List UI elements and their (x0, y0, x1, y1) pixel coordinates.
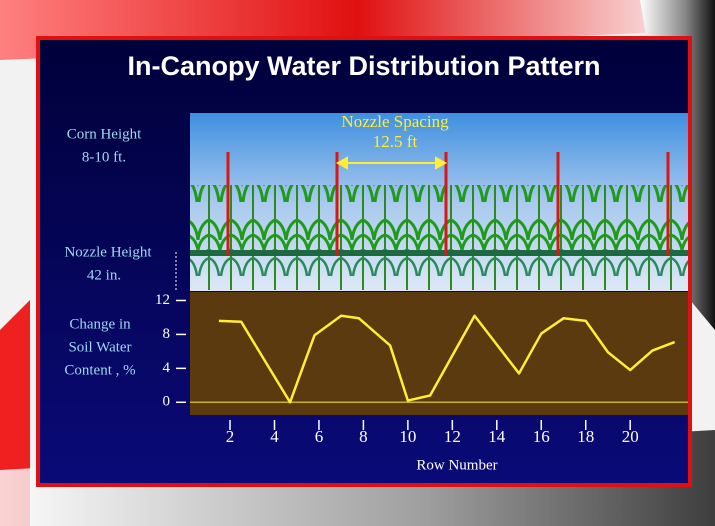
x-tick-label: 2 (226, 427, 235, 446)
y-axis-label: Change in (69, 316, 131, 332)
plot-area (190, 292, 688, 415)
annotation: 12.5 ft (373, 132, 418, 151)
x-tick-label: 18 (577, 427, 594, 446)
annotation: 8-10 ft. (82, 149, 126, 165)
y-tick-label: 12 (155, 292, 170, 308)
corn (190, 185, 688, 250)
x-tick-label: 10 (399, 427, 416, 446)
slide: In-Canopy Water Distribution Pattern Noz… (0, 0, 715, 526)
x-axis-label: Row Number (416, 457, 497, 473)
annotation: Nozzle Height (64, 244, 152, 260)
x-tick-label: 6 (315, 427, 324, 446)
x-tick-label: 20 (622, 427, 639, 446)
corn (190, 256, 688, 290)
y-tick-label: 0 (163, 394, 171, 410)
x-tick-label: 16 (533, 427, 550, 446)
x-tick-label: 14 (488, 427, 506, 446)
x-tick-label: 12 (444, 427, 461, 446)
y-axis-label: Content , % (64, 362, 135, 378)
canopy (190, 250, 688, 256)
y-tick-label: 4 (163, 360, 171, 376)
y-tick-label: 8 (163, 326, 171, 342)
annotation: Nozzle Spacing (341, 112, 449, 131)
x-tick-label: 8 (359, 427, 368, 446)
y-axis-label: Soil Water (68, 339, 131, 355)
annotation: 42 in. (87, 267, 121, 283)
annotation: Corn Height (67, 126, 142, 142)
x-tick-label: 4 (270, 427, 279, 446)
title: In-Canopy Water Distribution Pattern (127, 51, 600, 81)
